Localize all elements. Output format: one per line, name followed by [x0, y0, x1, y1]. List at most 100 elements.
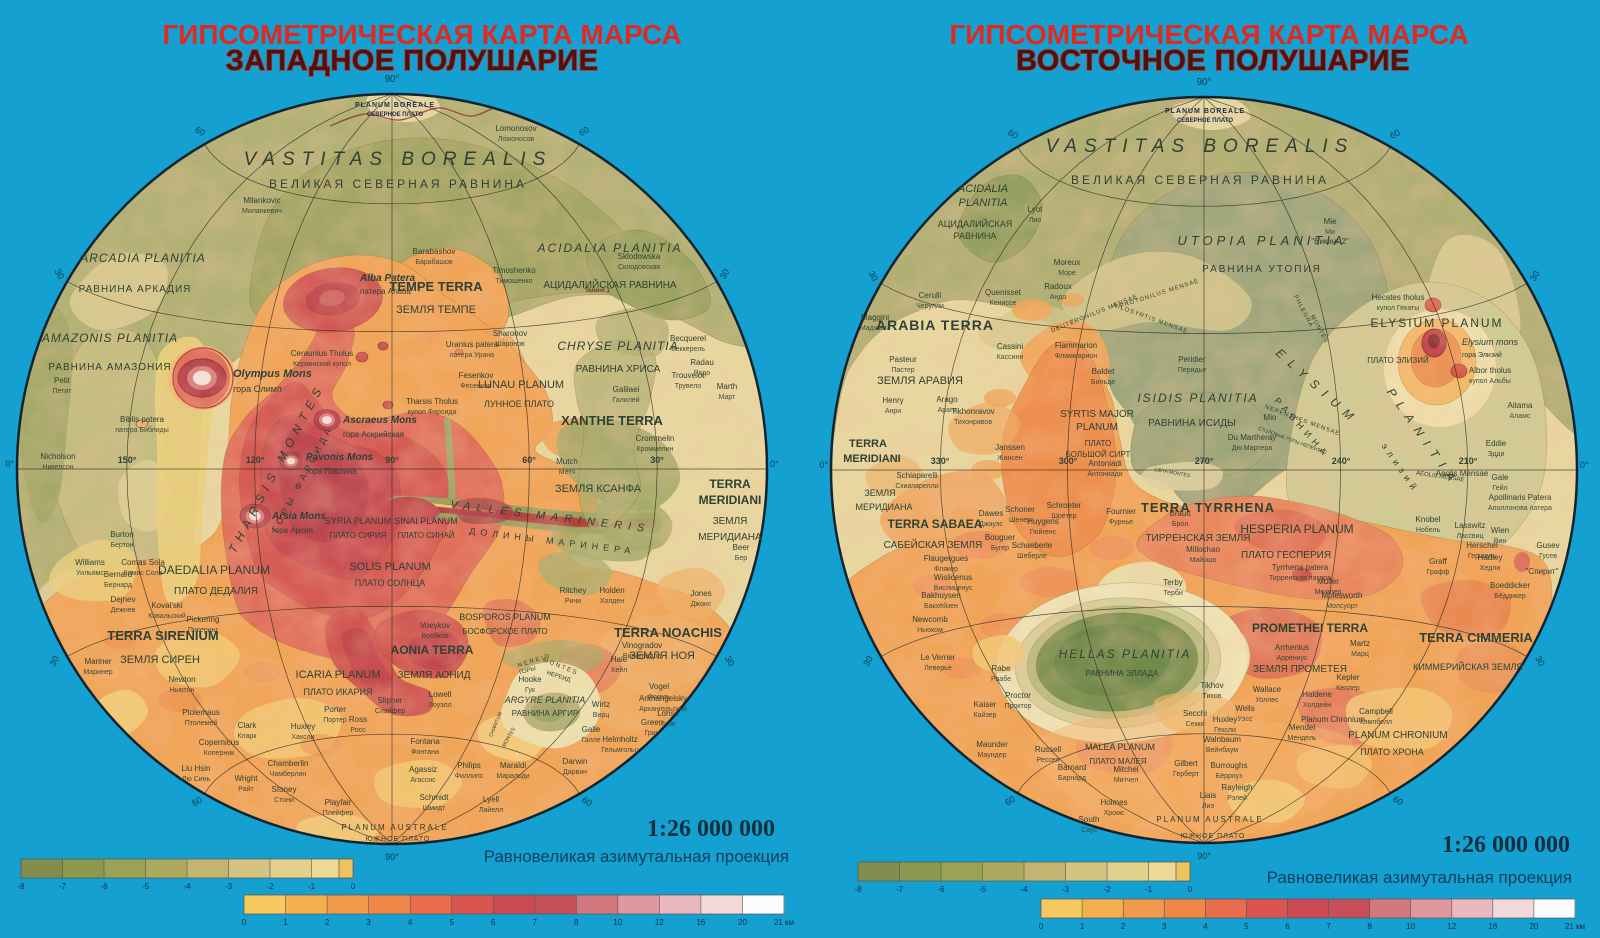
svg-text:Arsia Mons: Arsia Mons	[271, 511, 326, 522]
svg-text:Кассини: Кассини	[997, 354, 1024, 361]
svg-text:ПЛАТО ИКАРИЯ: ПЛАТО ИКАРИЯ	[304, 687, 373, 697]
svg-text:Шенер: Шенер	[1009, 517, 1031, 524]
svg-text:Море: Море	[1058, 270, 1076, 277]
svg-text:SINAI PLANUM: SINAI PLANUM	[394, 516, 458, 526]
svg-text:Графф: Графф	[1427, 569, 1450, 576]
svg-text:SOLIS PLANUM: SOLIS PLANUM	[349, 561, 430, 573]
svg-text:купол Альбы: купол Альбы	[1469, 377, 1511, 385]
svg-text:Mie: Mie	[1324, 217, 1337, 226]
svg-text:8: 8	[574, 918, 579, 927]
svg-text:Ньютон: Ньютон	[170, 687, 195, 694]
svg-text:Дежнев: Дежнев	[111, 607, 136, 614]
svg-text:гора Павлина: гора Павлина	[306, 467, 357, 476]
svg-text:Wirtz: Wirtz	[592, 700, 610, 709]
svg-text:Мюллер: Мюллер	[1315, 589, 1342, 596]
svg-text:Галилей: Галилей	[612, 396, 639, 404]
svg-text:ПЛАТО ХРОНА: ПЛАТО ХРОНА	[1360, 747, 1424, 757]
svg-text:Slipher: Slipher	[378, 696, 403, 705]
svg-text:Кэмпбелл: Кэмпбелл	[1360, 718, 1392, 726]
svg-text:0: 0	[242, 918, 247, 927]
svg-text:Helmholtz: Helmholtz	[602, 735, 638, 744]
svg-text:Бакхёйзен: Бакхёйзен	[924, 602, 958, 610]
svg-text:Пикеринг: Пикеринг	[188, 627, 219, 634]
svg-text:Secchi: Secchi	[1183, 709, 1207, 718]
svg-text:Раабе: Раабе	[991, 675, 1011, 683]
svg-text:60: 60	[1388, 127, 1402, 141]
svg-text:Аррениус: Аррениус	[1276, 655, 1308, 662]
svg-text:Timoshenko: Timoshenko	[492, 266, 536, 275]
svg-text:Huygens: Huygens	[1027, 517, 1059, 526]
svg-text:Philips: Philips	[457, 761, 481, 770]
svg-text:Copernicus: Copernicus	[199, 738, 239, 747]
svg-text:Beer: Beer	[733, 543, 750, 552]
svg-text:Liais: Liais	[1200, 791, 1216, 800]
svg-text:TERRA SABAEA: TERRA SABAEA	[888, 517, 983, 531]
svg-text:ARABIA TERRA: ARABIA TERRA	[876, 317, 994, 333]
svg-text:ЗЕМЛЯ ТЕМПЕ: ЗЕМЛЯ ТЕМПЕ	[396, 304, 476, 316]
svg-text:Graff: Graff	[1429, 557, 1447, 566]
svg-text:Метч: Метч	[559, 469, 576, 476]
svg-text:Равновеликая азимутальная прое: Равновеликая азимутальная проекция	[1267, 868, 1572, 887]
svg-text:Радо: Радо	[694, 370, 710, 377]
svg-text:Склодовская: Склодовская	[618, 264, 660, 271]
svg-text:Kaiser: Kaiser	[974, 700, 997, 709]
svg-text:ЮЖНОЕ ПЛАТО: ЮЖНОЕ ПЛАТО	[366, 836, 431, 843]
svg-text:Фонтана: Фонтана	[411, 749, 439, 756]
svg-text:Гексли: Гексли	[1214, 727, 1236, 734]
svg-text:Gale: Gale	[1492, 473, 1509, 482]
svg-text:гора Аскрийская: гора Аскрийская	[343, 430, 404, 439]
svg-text:16: 16	[1488, 922, 1497, 931]
svg-text:ВЕЛИКАЯ СЕВЕРНАЯ РАВНИНА: ВЕЛИКАЯ СЕВЕРНАЯ РАВНИНА	[1071, 173, 1329, 187]
svg-text:Tyrrhena patera: Tyrrhena patera	[1272, 563, 1329, 572]
svg-text:Ковальский: Ковальский	[148, 612, 186, 620]
svg-text:1: 1	[1080, 922, 1085, 931]
svg-text:Фурнье: Фурнье	[1109, 519, 1133, 526]
svg-text:Le Verrier: Le Verrier	[921, 653, 956, 662]
svg-text:ARGYRE PLANITIA: ARGYRE PLANITIA	[504, 695, 586, 705]
svg-text:Jones: Jones	[690, 589, 711, 598]
svg-text:Митчел: Митчел	[1114, 777, 1138, 784]
svg-text:Newcomb: Newcomb	[912, 615, 948, 624]
svg-text:Маундер: Маундер	[978, 752, 1007, 759]
svg-text:Дю Мартера: Дю Мартера	[1232, 445, 1272, 452]
svg-text:Wright: Wright	[235, 774, 259, 783]
svg-text:Стони: Стони	[274, 797, 294, 804]
svg-text:Darwin: Darwin	[563, 757, 588, 766]
svg-text:Schoner: Schoner	[1005, 505, 1035, 514]
svg-text:Виноградов: Виноградов	[623, 653, 662, 660]
svg-text:-5: -5	[979, 885, 987, 894]
svg-text:Рэлей: Рэлей	[1227, 794, 1247, 802]
svg-text:Henry: Henry	[882, 396, 903, 405]
svg-text:патера Библиды: патера Библиды	[115, 426, 169, 434]
svg-text:Burton: Burton	[110, 530, 134, 539]
svg-text:30: 30	[718, 267, 732, 281]
svg-text:Кеплер: Кеплер	[1336, 685, 1360, 692]
svg-text:Brault: Brault	[1170, 509, 1192, 518]
svg-text:-7: -7	[896, 885, 904, 894]
svg-text:Pickering: Pickering	[187, 615, 220, 624]
svg-text:Скиапарелли: Скиапарелли	[895, 483, 938, 490]
svg-text:Ричи: Ричи	[565, 598, 581, 605]
svg-text:Radau: Radau	[690, 358, 714, 367]
svg-text:30: 30	[723, 654, 737, 668]
svg-text:Williams: Williams	[75, 558, 105, 567]
svg-text:БОЛЬШОЙ СИРТ: БОЛЬШОЙ СИРТ	[1066, 450, 1131, 459]
svg-text:Rayleigh: Rayleigh	[1221, 783, 1252, 792]
svg-text:-1: -1	[1145, 885, 1153, 894]
svg-text:0°: 0°	[1580, 460, 1589, 470]
svg-text:Барнард: Барнард	[1058, 775, 1086, 782]
svg-text:Trouvelot: Trouvelot	[671, 371, 705, 380]
svg-text:Гук: Гук	[525, 687, 536, 694]
svg-text:16: 16	[696, 918, 705, 927]
svg-text:Elysium mons: Elysium mons	[1462, 337, 1519, 347]
svg-text:Птолемей: Птолемей	[185, 719, 218, 727]
svg-text:ЗЕМЛЯ КСАНФА: ЗЕМЛЯ КСАНФА	[555, 483, 642, 495]
svg-text:ARCADIA PLANITIA: ARCADIA PLANITIA	[79, 251, 206, 265]
svg-text:120°: 120°	[246, 455, 265, 465]
svg-text:Фогель: Фогель	[647, 694, 670, 701]
svg-text:Molesworth: Molesworth	[1322, 591, 1363, 600]
svg-text:Никелсон: Никелсон	[42, 464, 73, 471]
svg-text:Janssen: Janssen	[995, 443, 1025, 452]
svg-text:Holmes: Holmes	[1100, 798, 1127, 807]
svg-text:Aitama: Aitama	[1508, 401, 1533, 410]
